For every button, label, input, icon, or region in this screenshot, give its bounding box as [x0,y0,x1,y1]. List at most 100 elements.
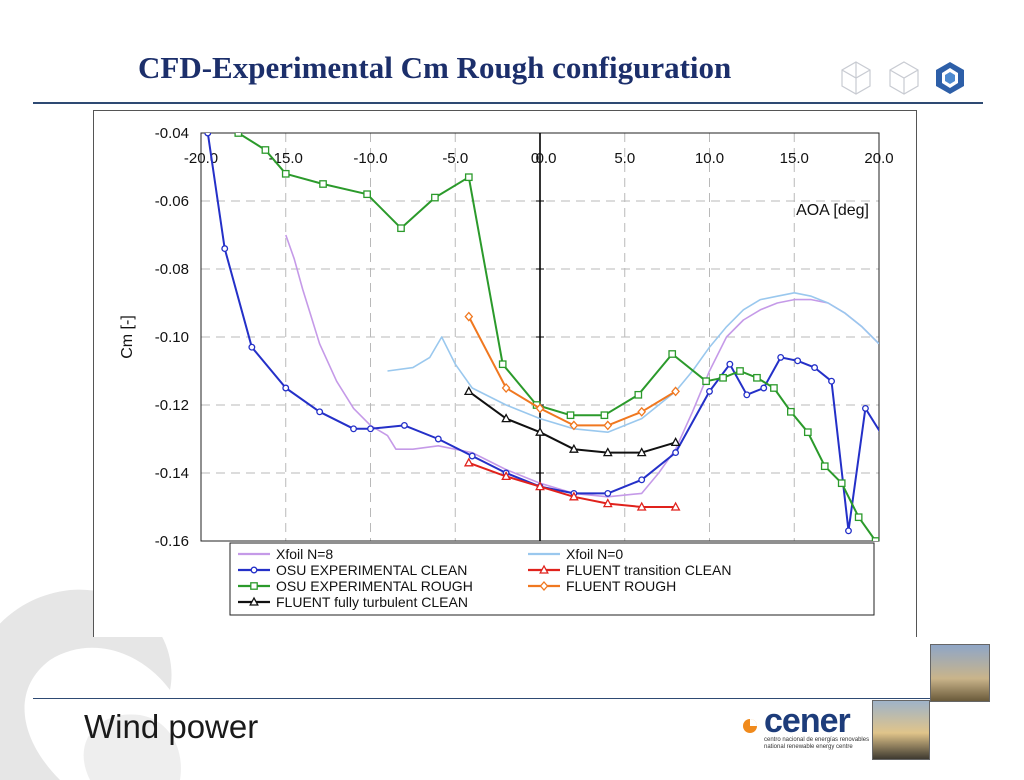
data-point [261,146,270,154]
cube-solid-icon [936,62,964,94]
series-line [387,292,879,433]
data-point [282,384,290,392]
data-point [794,357,802,365]
title-divider [33,102,983,104]
legend-label: OSU EXPERIMENTAL ROUGH [276,578,473,594]
data-point [602,498,613,508]
data-point [777,353,785,361]
data-point [431,193,439,202]
data-point [463,457,474,467]
data-point [367,425,374,433]
series-line [285,234,879,498]
x-tick-label: 5.0 [614,150,635,167]
y-tick-label: -0.10 [155,329,189,346]
x-axis-label: AOA [deg] [796,202,869,219]
series-osu-experimental-rough [234,133,879,541]
legend-label: FLUENT ROUGH [566,578,676,594]
data-point [602,447,613,457]
data-point [636,447,647,457]
data-point [569,443,579,453]
cube-outline-icon [889,61,919,95]
data-point [501,383,511,393]
legend-label: OSU EXPERIMENTAL CLEAN [276,562,467,578]
data-point [638,476,646,484]
data-point [828,377,835,385]
series-fluent-rough [464,311,680,431]
data-point [397,224,405,233]
series-line [237,133,877,541]
series-xfoil-n-8 [285,234,879,498]
cm-chart: -0.04 -0.06 -0.08 -0.10 -0.12 -0.14 -0.16 -20.0… [119,125,894,616]
cener-wordmark: cener [764,702,851,740]
data-point [600,411,609,420]
data-point [234,133,243,137]
legend-marker [249,596,259,606]
data-point [878,434,879,437]
y-tick-label: -0.06 [155,193,189,210]
data-point [760,384,768,392]
cube-logo-icons [841,61,964,95]
data-point [820,462,829,471]
series-line [467,316,677,427]
chart-panel: -0.04 -0.06 -0.08 -0.10 -0.12 -0.14 -0.16 -20.0… [93,110,917,637]
data-point [871,537,879,541]
data-point [535,426,545,436]
data-point [736,367,744,375]
data-point [706,387,713,395]
data-point [670,501,681,511]
data-point [811,364,819,372]
cener-subtitle-en: national renewable energy centre [764,744,853,750]
data-point [668,350,677,358]
legend-marker [539,564,549,574]
data-point [535,403,545,414]
data-point [671,386,680,397]
series-fluent-fully-turbulent-clean [463,386,681,457]
legend-label: FLUENT fully turbulent CLEAN [276,594,468,610]
data-point [535,481,545,491]
data-point [743,391,751,399]
data-point [281,169,290,178]
data-point [316,408,324,416]
data-point [501,413,511,423]
cener-subtitle-es: centro nacional de energías renovables [764,737,870,743]
cube-outline-icon [841,61,871,95]
x-tick-label: 20.0 [864,150,893,167]
x-tick-label: -20.0 [184,150,218,167]
data-point [350,425,357,433]
legend-label: FLUENT transition CLEAN [566,562,731,578]
data-point [845,527,852,535]
data-point [464,311,474,322]
data-point [770,384,778,392]
series-xfoil-n-0 [387,292,879,433]
data-point [400,421,408,429]
y-tick-label: -0.16 [155,533,189,550]
data-point [319,180,327,188]
data-point [636,501,647,511]
data-point [363,190,371,199]
data-point [854,513,863,522]
background-swirl-graphic [0,589,181,780]
data-point [604,489,612,497]
cener-sun-icon [743,719,757,733]
data-point [569,420,579,431]
series-line [468,390,676,454]
data-point [787,407,795,416]
cener-subtitle: centro nacional de energías renovables n… [764,737,884,751]
legend-label: Xfoil N=0 [566,546,623,562]
data-point [566,411,575,420]
y-tick-label: -0.14 [155,465,189,482]
footer-title: Wind power [84,708,259,745]
data-point [603,420,613,431]
slide-title: CFD-Experimental Cm Rough configuration [138,50,732,85]
y-axis-label: Cm [-] [119,315,136,359]
data-point [702,377,710,386]
wind-turbine-photo [930,644,990,702]
series-line [206,133,879,532]
data-point [670,437,681,447]
data-point [498,360,507,369]
x-tick-label: 10.0 [695,150,724,167]
data-point [464,173,473,182]
x-tick-label: -5.0 [442,150,468,167]
legend-marker [250,582,258,590]
cener-logo: cener centro nacional de energías renova… [738,702,878,754]
